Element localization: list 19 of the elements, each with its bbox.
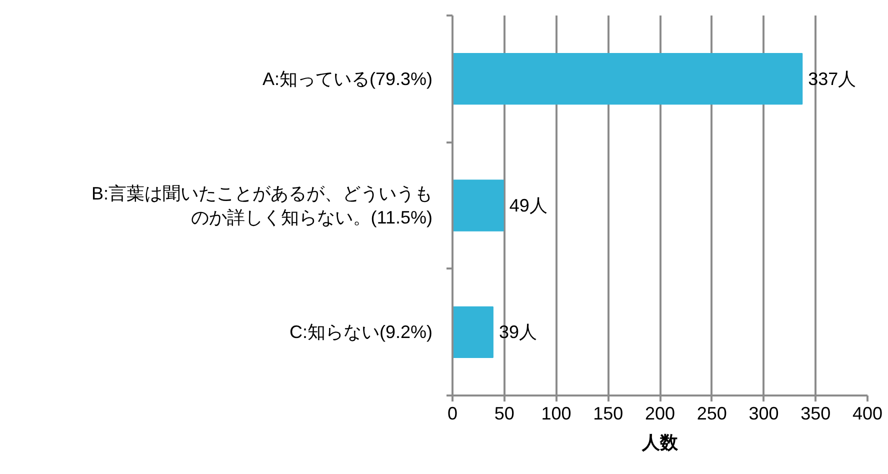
data-label: 39人: [498, 322, 537, 342]
y-tick-label: A:知っている(79.3%): [262, 68, 433, 89]
x-tick-label: 50: [494, 404, 514, 424]
y-tick-label: B:言葉は聞いたことがあるが、どういうものか詳しく知らない。(11.5%): [91, 184, 433, 228]
x-tick-label: 250: [696, 404, 727, 424]
x-tick-label: 0: [447, 404, 458, 424]
x-tick-label: 300: [748, 404, 779, 424]
x-tick-label: 200: [644, 404, 676, 424]
y-tick-label: C:知らない(9.2%): [289, 322, 432, 342]
x-tick-label: 350: [800, 404, 831, 424]
bar: [452, 306, 494, 358]
x-tick-label: 100: [541, 404, 572, 424]
x-tick-label: 150: [593, 404, 624, 424]
x-axis-title: 人数: [641, 432, 679, 452]
x-tick-label: 400: [852, 404, 883, 424]
bar: [452, 53, 803, 105]
bar: [452, 180, 504, 232]
data-label: 49人: [509, 196, 548, 216]
data-label: 337人: [808, 68, 856, 89]
